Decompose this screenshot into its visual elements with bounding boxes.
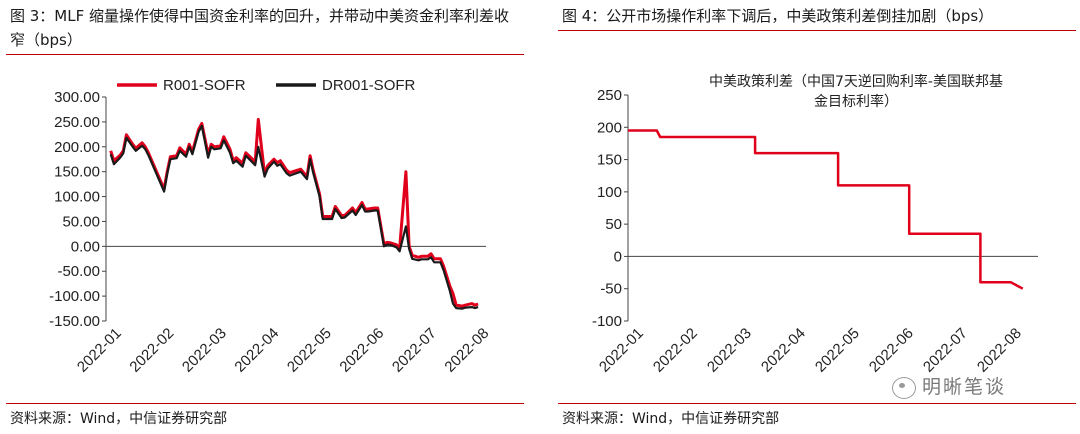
- y-tick-label: 0.00: [71, 238, 100, 255]
- y-tick-label: -150.00: [49, 313, 100, 330]
- y-tick-label: 150.00: [54, 164, 100, 181]
- y-tick-label: 50.00: [62, 213, 100, 230]
- source-right: 资料来源：Wind，中信证券研究部: [562, 411, 780, 427]
- source-rule-left: [6, 403, 524, 404]
- x-tick-label: 2022-07: [920, 325, 971, 376]
- x-tick-label: 2022-01: [596, 325, 647, 376]
- y-tick-label: 100: [597, 184, 622, 201]
- source-left: 资料来源：Wind，中信证券研究部: [10, 411, 228, 427]
- source-rule-right: [558, 403, 1076, 404]
- x-tick-label: 2022-04: [758, 325, 809, 376]
- x-tick-label: 2022-03: [179, 325, 230, 376]
- title-rule-right: [558, 30, 1076, 31]
- x-tick-label: 2022-02: [126, 325, 177, 376]
- x-tick-label: 2022-01: [74, 325, 125, 376]
- y-tick-label: 300.00: [54, 89, 100, 106]
- left-figure: 图 3：MLF 缩量操作使得中国资金利率的回升，并带动中美资金利率利差收窄（bp…: [0, 0, 528, 434]
- y-tick-label: 250.00: [54, 114, 100, 131]
- y-tick-label: 100.00: [54, 189, 100, 206]
- y-tick-label: -50: [600, 281, 622, 298]
- x-tick-label: 2022-08: [441, 325, 492, 376]
- chart-title-line1: 中美政策利差（中国7天逆回购利率-美国联邦基: [709, 73, 1003, 90]
- y-tick-label: 0: [614, 248, 622, 265]
- figure-title-left: 图 3：MLF 缩量操作使得中国资金利率的回升，并带动中美资金利率利差收窄（bp…: [10, 7, 510, 49]
- right-figure: 图 4：公开市场操作利率下调后，中美政策利差倒挂加剧（bps） 250 200 15…: [552, 0, 1080, 434]
- y-tick-label: 250: [597, 87, 622, 104]
- y-tick-label: 200: [597, 119, 622, 136]
- series-line-r001-sofr: [109, 117, 479, 308]
- x-tick-label: 2022-05: [812, 325, 863, 376]
- title-rule-left: [6, 54, 524, 55]
- chart-title-line2: 金目标利率）: [814, 93, 898, 110]
- x-tick-label: 2022-06: [866, 325, 917, 376]
- x-tick-label: 2022-05: [284, 325, 335, 376]
- y-tick-label: 50: [605, 216, 622, 233]
- x-tick-label: 2022-02: [650, 325, 701, 376]
- y-tick-label: -100: [592, 313, 622, 330]
- wechat-icon: [892, 376, 916, 399]
- watermark-text: 明晰笔谈: [922, 376, 1007, 398]
- series-line-dr001-sofr: [109, 124, 479, 310]
- figure-title-right: 图 4：公开市场操作利率下调后，中美政策利差倒挂加剧（bps）: [562, 7, 994, 25]
- y-tick-label: -50.00: [57, 263, 100, 280]
- legend-r001-label: R001-SOFR: [163, 77, 246, 94]
- watermark: 明晰笔谈: [892, 372, 1006, 399]
- series-line-policy-spread: [628, 129, 1024, 290]
- x-tick-label: 2022-06: [336, 325, 387, 376]
- x-tick-label: 2022-07: [389, 325, 440, 376]
- x-tick-label: 2022-08: [974, 325, 1025, 376]
- y-tick-label: 200.00: [54, 139, 100, 156]
- y-tick-label: 150: [597, 152, 622, 169]
- chart-left-svg: 300.00 250.00 200.00 150.00 100.00 50.00 0.00 -…: [49, 77, 492, 376]
- legend-dr001-label: DR001-SOFR: [322, 77, 416, 94]
- y-tick-label: -100.00: [49, 288, 100, 305]
- x-tick-label: 2022-04: [231, 325, 282, 376]
- x-tick-label: 2022-03: [704, 325, 755, 376]
